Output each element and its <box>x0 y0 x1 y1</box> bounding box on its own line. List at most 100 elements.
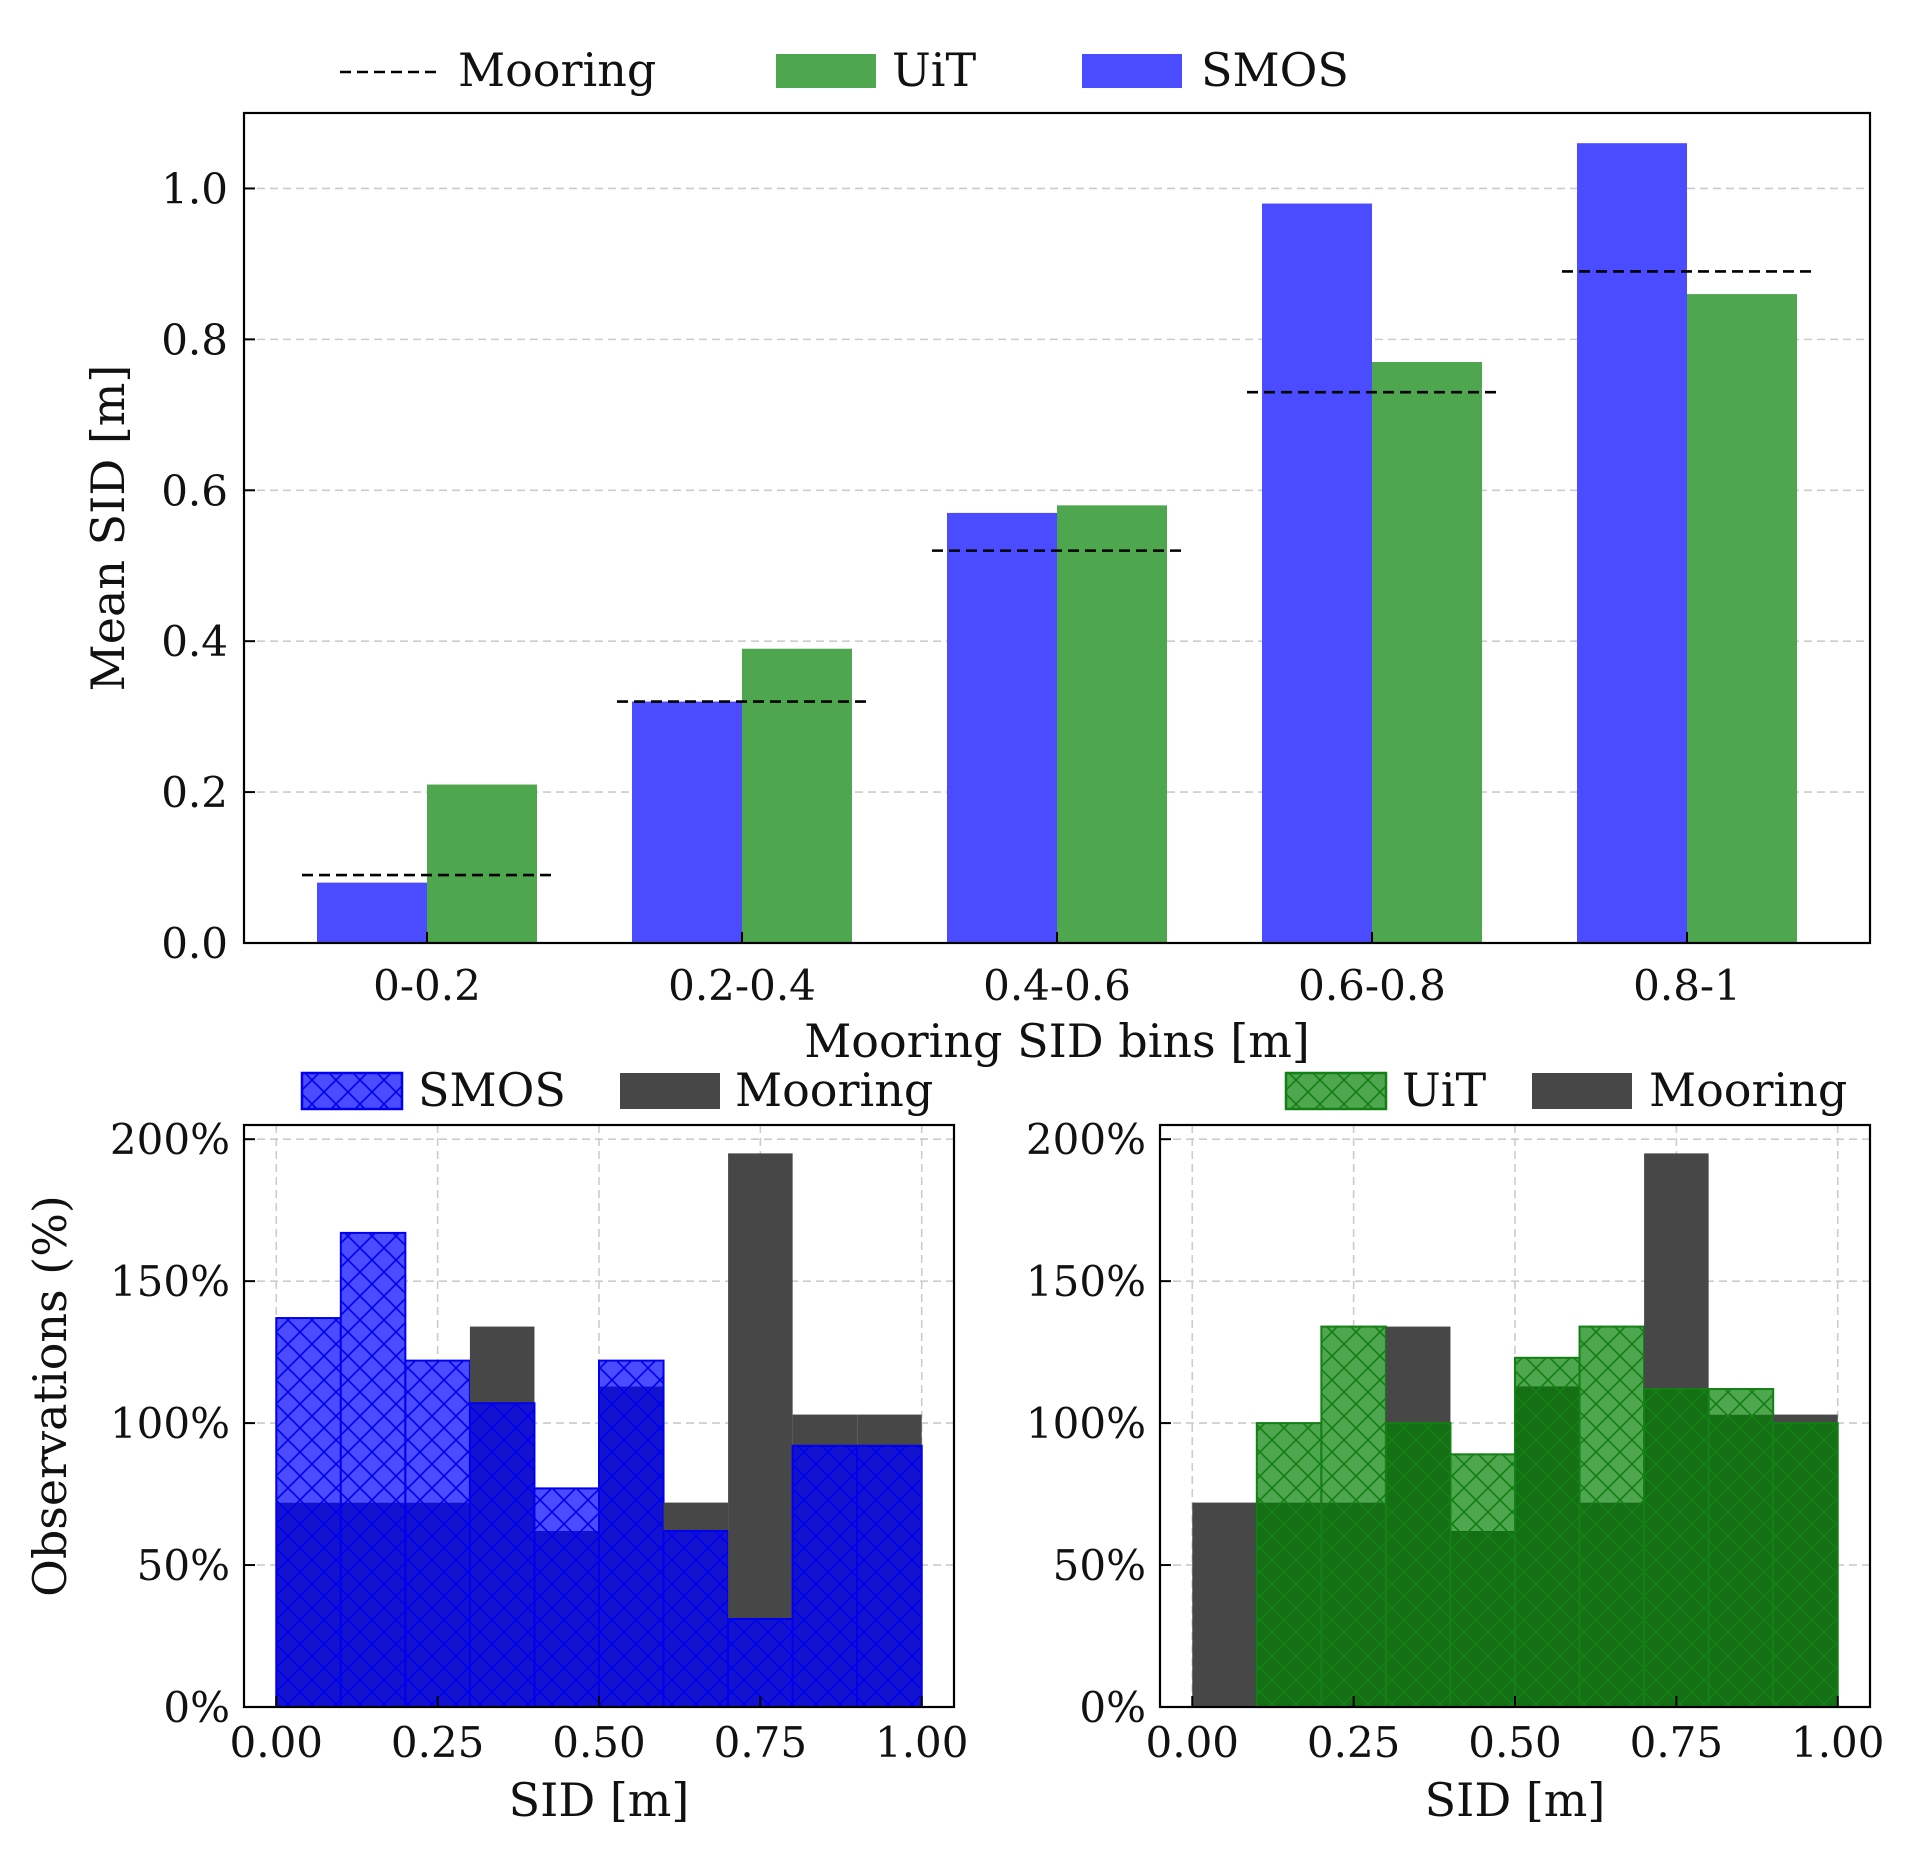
x-tick-label: 0.75 <box>714 1718 808 1767</box>
x-tick-label: 0.50 <box>552 1718 646 1767</box>
legend-hatch-overlay <box>1286 1073 1386 1109</box>
x-tick-label: 0.75 <box>1630 1718 1724 1767</box>
bar-smos-hatch-bin-6 <box>662 1529 730 1708</box>
top-y-tick-label: 1.0 <box>161 164 228 213</box>
bar-smos-0-6-0-8 <box>1262 203 1372 943</box>
bar-uit-hatch-bin-6 <box>1578 1325 1646 1708</box>
x-tick-label: 0.50 <box>1468 1718 1562 1767</box>
bottom-right-chart: UiT Mooring 0%50%100%150%200% 0.00 0.25 0.… <box>1026 1063 1885 1827</box>
bar-smos-hatch-bin-4 <box>533 1487 600 1709</box>
x-tick-label: 1.00 <box>1791 1718 1885 1767</box>
bar-smos-0-4-0-6 <box>947 512 1057 943</box>
top-x-tick-label: 0.2-0.4 <box>668 961 816 1010</box>
bar-smos-hatch-bin-8 <box>791 1444 859 1709</box>
bar-smos-hatch-bin-3 <box>468 1402 536 1708</box>
bottom-left-y-ticks: 0% 50% 100% 150% 200% <box>110 1115 255 1732</box>
legend-uit-label: UiT <box>892 43 976 97</box>
bar-uit-hatch-bin-9 <box>1772 1422 1839 1708</box>
top-x-ticks: 0-0.2 0.2-0.4 0.4-0.6 0.6-0.8 0.8-1 <box>373 932 1741 1010</box>
y-tick-label: 0% <box>163 1683 230 1732</box>
bottom-left-x-axis-label: SID [m] <box>509 1773 690 1827</box>
top-legend: Mooring UiT SMOS <box>340 43 1349 97</box>
bar-uit-hatch-bin-4 <box>1449 1453 1517 1708</box>
legend-mooring-label: Mooring <box>458 43 656 97</box>
bar-uit-0-8-1 <box>1687 294 1797 943</box>
bar-smos-hatch-bin-7 <box>727 1617 794 1708</box>
bar-uit-hatch-bin-7 <box>1643 1388 1710 1709</box>
legend-hatch-overlay <box>302 1073 402 1109</box>
legend-smos-label: SMOS <box>418 1063 566 1117</box>
bar-smos-hatch-bin-1 <box>339 1231 407 1708</box>
y-tick-label: 100% <box>110 1399 230 1448</box>
x-tick-label: 0.25 <box>1307 1718 1401 1767</box>
top-x-axis-label: Mooring SID bins [m] <box>804 1014 1310 1068</box>
legend-smos-label: SMOS <box>1201 43 1349 97</box>
top-chart: Mooring UiT SMOS 0.0 0.2 0.4 0.6 0.8 1.0 0-0.… <box>81 43 1872 1068</box>
bar-smos-hatch-bin-5 <box>598 1359 665 1708</box>
bar-mooring-bin-9 <box>857 1414 922 1446</box>
x-tick-label: 0.25 <box>391 1718 485 1767</box>
top-bars <box>317 143 1797 943</box>
bottom-left-x-ticks: 0.00 0.25 0.50 0.75 1.00 <box>230 1696 969 1767</box>
bar-uit-hatch-bin-8 <box>1707 1388 1775 1709</box>
y-tick-label: 150% <box>1026 1257 1146 1306</box>
top-y-tick-label: 0.8 <box>161 315 228 364</box>
bar-smos-hatch-bin-0 <box>275 1317 342 1709</box>
bar-smos-0-2-0-4 <box>632 701 742 943</box>
bar-uit-0-2-0-4 <box>742 648 852 943</box>
x-tick-label: 0.00 <box>1146 1718 1240 1767</box>
bottom-left-y-axis-label: Observations (%) <box>23 1195 77 1597</box>
top-y-tick-label: 0.4 <box>161 617 228 666</box>
y-tick-label: 200% <box>110 1115 230 1164</box>
bar-mooring-bin-3 <box>469 1326 535 1404</box>
bar-uit-0-0-2 <box>427 784 537 943</box>
legend-mooring-label: Mooring <box>1649 1063 1847 1117</box>
legend-uit-label: UiT <box>1402 1063 1486 1117</box>
bottom-right-legend: UiT Mooring <box>1284 1063 1847 1117</box>
bar-uit-hatch-bin-2 <box>1320 1325 1387 1708</box>
y-tick-label: 200% <box>1026 1115 1146 1164</box>
y-tick-label: 0% <box>1079 1683 1146 1732</box>
bottom-left-bars <box>275 1153 923 1709</box>
y-tick-label: 100% <box>1026 1399 1146 1448</box>
x-tick-label: 0.00 <box>230 1718 324 1767</box>
y-tick-label: 50% <box>1053 1541 1146 1590</box>
y-tick-label: 150% <box>110 1257 230 1306</box>
top-x-tick-label: 0.4-0.6 <box>983 961 1131 1010</box>
x-tick-label: 1.00 <box>875 1718 969 1767</box>
bar-uit-hatch-bin-3 <box>1384 1422 1452 1708</box>
bottom-right-x-axis-label: SID [m] <box>1425 1773 1606 1827</box>
legend-smos-swatch <box>1082 54 1182 88</box>
bar-smos-hatch-bin-9 <box>856 1444 923 1709</box>
top-y-tick-label: 0.6 <box>161 466 228 515</box>
legend-mooring-swatch <box>620 1073 720 1109</box>
bottom-left-chart: SMOS Mooring 0%50%100%150%200% 0.00 0.25 0… <box>23 1063 968 1827</box>
bar-mooring-bin-7 <box>728 1153 793 1619</box>
bottom-right-y-ticks: 0% 50% 100% 150% 200% <box>1026 1115 1171 1732</box>
top-x-tick-label: 0.6-0.8 <box>1298 961 1446 1010</box>
legend-mooring-swatch <box>1532 1073 1632 1109</box>
top-mooring-lines <box>302 270 1812 877</box>
top-y-ticks: 0.0 0.2 0.4 0.6 0.8 1.0 <box>161 164 255 968</box>
bar-mooring-bin-9 <box>1773 1414 1838 1424</box>
bar-uit-hatch-bin-1 <box>1255 1422 1323 1708</box>
bar-mooring-bin-8 <box>792 1414 858 1446</box>
bottom-right-bars <box>1192 1153 1839 1709</box>
bar-mooring-bin-0 <box>1192 1502 1257 1707</box>
top-x-tick-label: 0.8-1 <box>1633 961 1741 1010</box>
bar-uit-hatch-bin-5 <box>1514 1356 1581 1709</box>
bar-smos-0-0-2 <box>317 882 427 943</box>
bar-mooring-bin-6 <box>663 1502 729 1531</box>
bottom-left-legend: SMOS Mooring <box>300 1063 933 1117</box>
top-x-tick-label: 0-0.2 <box>373 961 481 1010</box>
top-y-axis-label: Mean SID [m] <box>81 365 135 692</box>
bar-mooring-bin-7 <box>1644 1153 1709 1390</box>
top-y-tick-label: 0.0 <box>161 919 228 968</box>
bar-uit-0-4-0-6 <box>1057 505 1167 943</box>
bottom-right-x-ticks: 0.00 0.25 0.50 0.75 1.00 <box>1146 1696 1885 1767</box>
legend-uit-swatch <box>776 54 876 88</box>
bar-mooring-bin-3 <box>1385 1326 1451 1424</box>
y-tick-label: 50% <box>137 1541 230 1590</box>
bar-smos-hatch-bin-2 <box>404 1359 471 1708</box>
